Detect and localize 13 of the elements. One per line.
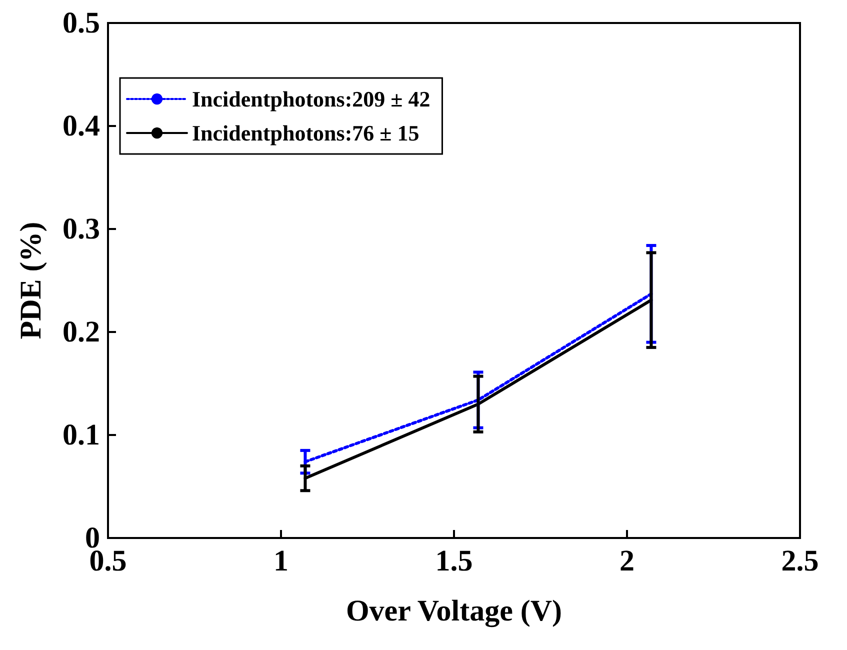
y-tick-label: 0.1 <box>62 418 100 452</box>
y-tick-label: 0.4 <box>62 110 100 142</box>
y-tick-label: 0.2 <box>62 316 100 348</box>
x-tick-label: 2.5 <box>781 544 819 578</box>
x-axis-title: Over Voltage (V) <box>346 594 562 628</box>
x-tick-label: 1 <box>274 544 288 578</box>
y-axis-title: PDE (%) <box>14 222 48 340</box>
legend-label: Incidentphotons:209 ± 42 <box>192 86 430 112</box>
x-tick-label: 2 <box>620 544 634 578</box>
x-tick-label: 1.5 <box>435 544 473 578</box>
y-tick-label: 0.3 <box>62 212 100 246</box>
y-tick-label: 0.5 <box>62 6 100 40</box>
legend-label: Incidentphotons:76 ± 15 <box>192 120 420 146</box>
